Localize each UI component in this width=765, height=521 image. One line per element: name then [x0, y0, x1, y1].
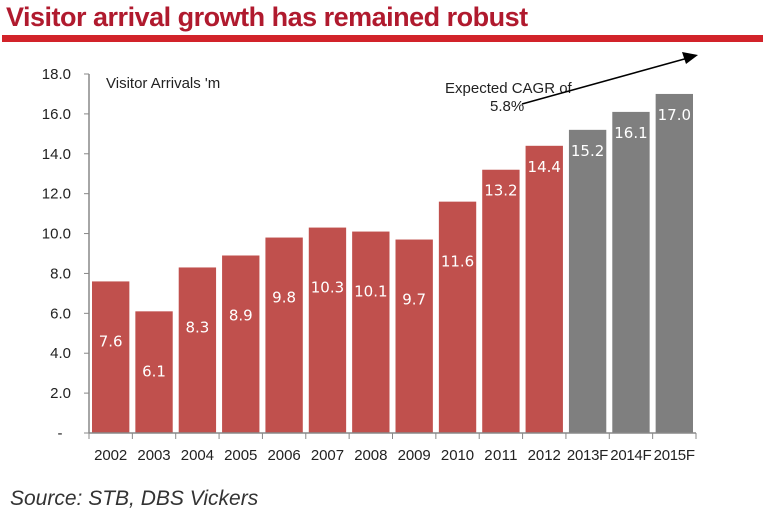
y-tick-label: 2.0: [50, 385, 71, 402]
data-label: 9.7: [402, 291, 426, 309]
bar-2009: [395, 239, 433, 433]
x-tick-label: 2006: [268, 447, 301, 464]
y-tick-label: 18.0: [42, 66, 71, 83]
x-tick-label: 2007: [311, 447, 344, 464]
bar-2003: [135, 311, 173, 433]
x-tick-label: 2013F: [567, 447, 608, 464]
data-label: 6.1: [142, 362, 166, 380]
data-label: 16.1: [614, 124, 647, 142]
bar-2013F: [568, 129, 607, 433]
bar-2002: [92, 281, 130, 433]
cagr-annotation-line2: 5.8%: [490, 98, 524, 115]
y-tick-label: 12.0: [42, 186, 71, 203]
bar-2011: [482, 169, 520, 433]
data-label: 8.9: [229, 306, 253, 324]
bar-2004: [178, 267, 217, 433]
data-label: 10.1: [354, 283, 387, 301]
x-tick-label: 2005: [224, 447, 257, 464]
x-tick-label: 2004: [181, 447, 214, 464]
data-label: 11.6: [441, 253, 474, 271]
title-rule: [2, 35, 763, 42]
x-tick-label: 2008: [354, 447, 387, 464]
bar-2007: [308, 227, 347, 433]
bar-2006: [265, 237, 303, 433]
x-tick-label: 2012: [528, 447, 561, 464]
bar-2010: [438, 201, 477, 433]
bar-2008: [352, 231, 390, 433]
y-tick-label: 16.0: [42, 106, 71, 123]
y-tick-label: 10.0: [42, 226, 71, 243]
x-tick-label: 2011: [484, 447, 517, 464]
x-tick-label: 2014F: [610, 447, 651, 464]
data-label: 8.3: [185, 318, 209, 336]
x-tick-label: 2002: [94, 447, 127, 464]
arrow-head-icon: [682, 52, 698, 64]
growth-arrow: [521, 57, 689, 105]
y-tick-label: 14.0: [42, 146, 71, 163]
x-tick-label: 2003: [137, 447, 170, 464]
x-tick-label: 2009: [398, 447, 431, 464]
data-label: 14.4: [528, 158, 561, 176]
data-label: 10.3: [311, 279, 344, 297]
data-label: 15.2: [571, 142, 604, 160]
data-label: 17.0: [658, 106, 691, 124]
x-tick-label: 2010: [441, 447, 474, 464]
slide-title: Visitor arrival growth has remained robu…: [6, 2, 528, 32]
y-tick-label: 8.0: [50, 265, 71, 282]
y-tick-label: -: [58, 425, 63, 442]
bar-2005: [222, 255, 260, 433]
cagr-annotation-line1: Expected CAGR of: [445, 80, 573, 97]
x-tick-label: 2015F: [654, 447, 695, 464]
y-tick-label: 4.0: [50, 345, 71, 362]
y-tick-label: 6.0: [50, 305, 71, 322]
bar-2014F: [612, 111, 650, 434]
data-label: 13.2: [484, 182, 517, 200]
bar-2015F: [655, 93, 693, 433]
data-label: 9.8: [272, 289, 296, 307]
bar-2012: [525, 145, 563, 434]
data-label: 7.6: [99, 332, 123, 350]
source-note: Source: STB, DBS Vickers: [10, 487, 259, 510]
y-axis-label: Visitor Arrivals 'm: [106, 75, 220, 92]
